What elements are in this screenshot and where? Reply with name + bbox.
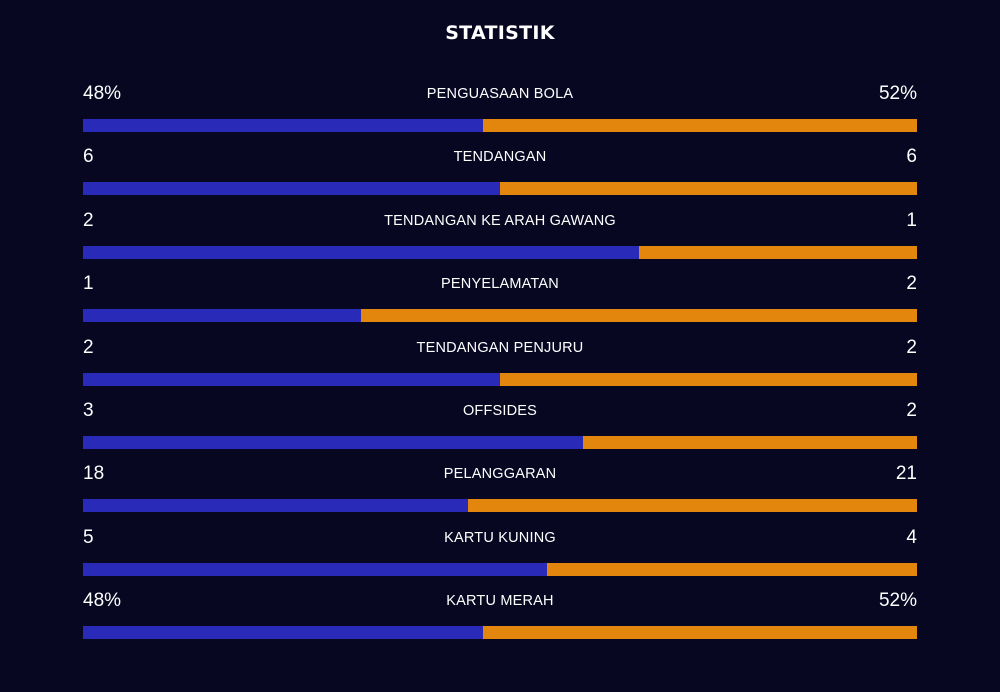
away-value: 1 — [906, 209, 917, 231]
away-bar-segment — [468, 499, 917, 513]
stat-bar — [83, 309, 917, 323]
stat-bar — [83, 499, 917, 513]
stat-row-header: 48% KARTU MERAH 52% — [83, 587, 917, 615]
away-value: 52% — [878, 83, 917, 104]
stat-row-header: 48% PENGUASAAN BOLA 52% — [83, 80, 917, 108]
stat-bar — [83, 562, 917, 576]
stat-row: 1 PENYELAMATAN 2 — [83, 270, 917, 330]
home-value: 3 — [83, 400, 94, 421]
away-bar-segment — [360, 309, 917, 323]
stat-row: 2 TENDANGAN PENJURU 2 — [83, 334, 917, 394]
away-value: 4 — [906, 526, 917, 548]
stat-row-header: 18 PELANGGARAN 21 — [83, 460, 917, 488]
home-bar-segment — [83, 499, 469, 513]
home-bar-segment — [83, 626, 484, 640]
home-value: 1 — [83, 273, 94, 295]
away-bar-segment — [483, 626, 917, 640]
home-value: 48% — [83, 590, 122, 612]
home-bar-segment — [83, 182, 500, 196]
away-value: 2 — [906, 336, 917, 358]
away-bar-segment — [639, 245, 917, 259]
away-bar-segment — [483, 119, 917, 132]
home-bar-segment — [83, 562, 547, 576]
away-value: 2 — [906, 400, 917, 421]
stat-row-header: 5 KARTU KUNING 4 — [83, 524, 917, 552]
away-value: 2 — [906, 273, 917, 295]
home-bar-segment — [83, 245, 640, 259]
away-value: 52% — [878, 590, 917, 612]
stat-label: TENDANGAN — [453, 149, 547, 166]
stat-row-header: 3 OFFSIDES 2 — [83, 397, 917, 425]
stat-row: 18 PELANGGARAN 21 — [83, 460, 917, 520]
stat-label: OFFSIDES — [462, 403, 538, 419]
home-bar-segment — [83, 372, 500, 386]
home-value: 6 — [83, 146, 94, 168]
home-bar-segment — [83, 436, 584, 449]
stat-label: TENDANGAN PENJURU — [416, 339, 584, 356]
stat-bar — [83, 182, 917, 196]
stat-row-header: 6 TENDANGAN 6 — [83, 143, 917, 171]
stat-label: PENGUASAAN BOLA — [426, 86, 574, 102]
stat-row: 48% PENGUASAAN BOLA 52% — [83, 80, 917, 140]
stat-row-header: 2 TENDANGAN KE ARAH GAWANG 1 — [83, 207, 917, 235]
home-value: 2 — [83, 209, 94, 231]
stat-row: 3 OFFSIDES 2 — [83, 397, 917, 457]
stat-row-header: 1 PENYELAMATAN 2 — [83, 270, 917, 298]
chart-title: STATISTIK — [445, 22, 555, 44]
home-value: 48% — [83, 83, 122, 104]
home-bar-segment — [83, 119, 484, 132]
away-value: 6 — [906, 146, 917, 168]
stat-bar — [83, 372, 917, 386]
stat-bar — [83, 245, 917, 259]
stat-row: 48% KARTU MERAH 52% — [83, 587, 917, 647]
stat-row-header: 2 TENDANGAN PENJURU 2 — [83, 334, 917, 362]
home-bar-segment — [83, 309, 361, 323]
home-value: 2 — [83, 336, 94, 358]
away-bar-segment — [583, 436, 917, 449]
stat-label: TENDANGAN KE ARAH GAWANG — [384, 212, 616, 229]
stat-row: 5 KARTU KUNING 4 — [83, 524, 917, 584]
away-bar-segment — [546, 562, 917, 576]
stat-row: 6 TENDANGAN 6 — [83, 143, 917, 203]
stat-label: KARTU MERAH — [446, 593, 554, 610]
stat-label: KARTU KUNING — [444, 529, 556, 546]
home-value: 18 — [83, 463, 105, 485]
home-value: 5 — [83, 526, 94, 548]
stat-bar — [83, 119, 917, 132]
stat-label: PENYELAMATAN — [441, 276, 559, 293]
away-bar-segment — [500, 372, 917, 386]
stat-bar — [83, 436, 917, 449]
away-value: 21 — [895, 463, 917, 485]
away-bar-segment — [500, 182, 917, 196]
stat-bar — [83, 626, 917, 640]
stat-label: PELANGGARAN — [443, 466, 557, 483]
stat-row: 2 TENDANGAN KE ARAH GAWANG 1 — [83, 207, 917, 267]
